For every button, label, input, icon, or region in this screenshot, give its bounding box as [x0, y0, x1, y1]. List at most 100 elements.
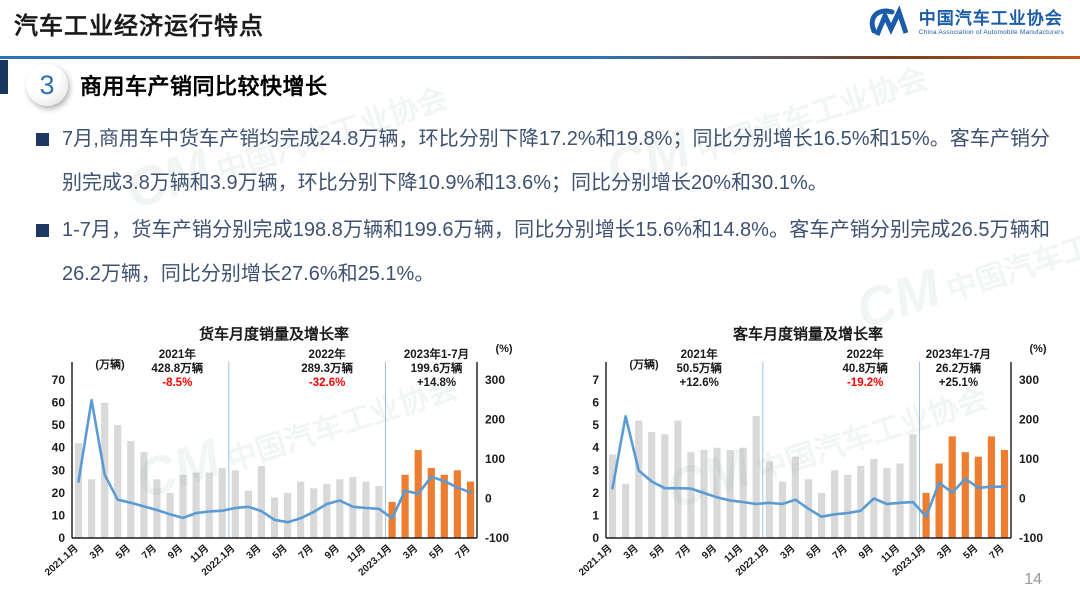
svg-text:199.6万辆: 199.6万辆	[411, 361, 463, 375]
svg-text:货车月度销量及增长率: 货车月度销量及增长率	[199, 325, 349, 343]
svg-text:7月: 7月	[453, 542, 473, 561]
svg-text:40: 40	[52, 441, 66, 455]
svg-text:3: 3	[592, 463, 599, 477]
svg-text:客车月度销量及增长率: 客车月度销量及增长率	[732, 325, 883, 343]
svg-text:20: 20	[52, 486, 66, 500]
truck-chart-canvas: 货车月度销量及增长率 (万辆) (%) 0 10 20 30 40 50 60 70 -100 0 100…	[42, 325, 513, 578]
svg-text:+12.6%: +12.6%	[680, 377, 719, 389]
page-number: 14	[1024, 571, 1042, 588]
svg-text:5月: 5月	[961, 542, 981, 561]
bullet-item: 7月,商用车中货车产销均完成24.8万辆，环比分别下降17.2%和19.8%；同…	[36, 118, 1050, 205]
bullet-square-icon	[36, 224, 49, 238]
svg-text:9月: 9月	[856, 542, 876, 561]
svg-text:11月: 11月	[879, 542, 902, 565]
svg-text:3月: 3月	[401, 542, 421, 561]
svg-text:0: 0	[58, 531, 65, 545]
svg-text:4: 4	[592, 441, 599, 455]
svg-text:-100: -100	[485, 531, 509, 545]
bullet-square-icon	[36, 133, 49, 146]
svg-text:200: 200	[485, 413, 505, 427]
svg-text:5月: 5月	[804, 542, 824, 561]
svg-text:11月: 11月	[722, 542, 745, 565]
bullet-text: 1-7月，货车产销分别完成198.8万辆和199.6万辆，同比分别增长15.6%…	[62, 219, 1050, 285]
svg-text:5月: 5月	[113, 542, 133, 561]
bus-sales-chart: 客车月度销量及增长率 (万辆) (%) 0 1 2 3 4 5 6 7 -100 0 100 200 300 2…	[556, 322, 1061, 604]
svg-text:7月: 7月	[296, 542, 316, 561]
svg-text:(万辆): (万辆)	[629, 357, 659, 371]
bullet-item: 1-7月，货车产销分别完成198.8万辆和199.6万辆，同比分别增长15.6%…	[36, 209, 1050, 296]
svg-text:3月: 3月	[621, 542, 641, 561]
page-title: 汽车工业经济运行特点	[14, 13, 264, 40]
svg-text:11月: 11月	[345, 542, 368, 565]
svg-text:2021.1月: 2021.1月	[42, 542, 80, 578]
svg-text:9月: 9月	[322, 542, 342, 561]
svg-text:30: 30	[52, 463, 66, 477]
svg-text:+25.1%: +25.1%	[939, 377, 978, 389]
svg-text:0: 0	[592, 531, 599, 545]
svg-text:70: 70	[52, 373, 66, 387]
svg-text:100: 100	[1019, 452, 1039, 466]
svg-text:428.8万辆: 428.8万辆	[151, 361, 203, 375]
svg-text:2021年: 2021年	[681, 347, 719, 361]
svg-text:2022年: 2022年	[847, 347, 885, 361]
svg-text:11月: 11月	[188, 542, 211, 565]
svg-text:7月: 7月	[139, 542, 159, 561]
svg-text:5月: 5月	[270, 542, 290, 561]
svg-text:7: 7	[592, 373, 599, 387]
svg-text:0: 0	[1019, 492, 1026, 506]
svg-text:(%): (%)	[495, 343, 512, 355]
section-title: 商用车产销同比较快增长	[80, 74, 328, 99]
svg-text:5月: 5月	[427, 542, 447, 561]
cama-logo: 中国汽车工业协会 China Association of Automobile…	[864, 5, 1064, 41]
svg-text:2023年1-7月: 2023年1-7月	[926, 347, 991, 361]
svg-text:3月: 3月	[87, 542, 107, 561]
svg-text:3月: 3月	[935, 542, 955, 561]
svg-text:7月: 7月	[830, 542, 850, 561]
svg-text:2021.1月: 2021.1月	[576, 542, 614, 578]
svg-text:50.5万辆: 50.5万辆	[677, 361, 723, 375]
svg-text:10: 10	[52, 508, 66, 522]
header-divider	[0, 56, 1080, 59]
svg-text:300: 300	[1019, 373, 1039, 387]
logo-org-name: 中国汽车工业协会	[918, 9, 1063, 29]
svg-text:+14.8%: +14.8%	[417, 377, 456, 389]
section-accent-bar	[0, 60, 8, 94]
svg-text:3月: 3月	[244, 542, 264, 561]
svg-text:9月: 9月	[165, 542, 185, 561]
svg-text:0: 0	[485, 492, 492, 506]
svg-text:(万辆): (万辆)	[95, 357, 125, 371]
svg-text:100: 100	[485, 452, 505, 466]
svg-text:7月: 7月	[673, 542, 693, 561]
svg-text:-100: -100	[1019, 531, 1043, 545]
svg-text:3月: 3月	[778, 542, 798, 561]
truck-sales-chart: 货车月度销量及增长率 (万辆) (%) 0 10 20 30 40 50 60 70 -100 0 100…	[22, 322, 527, 604]
svg-text:300: 300	[485, 373, 505, 387]
section-number-badge: 3	[26, 64, 68, 106]
bullet-text: 7月,商用车中货车产销均完成24.8万辆，环比分别下降17.2%和19.8%；同…	[62, 128, 1050, 194]
svg-text:60: 60	[52, 396, 66, 410]
svg-text:-8.5%: -8.5%	[162, 377, 192, 389]
svg-text:7月: 7月	[987, 542, 1007, 561]
svg-text:200: 200	[1019, 413, 1039, 427]
bullet-list: 7月,商用车中货车产销均完成24.8万辆，环比分别下降17.2%和19.8%；同…	[36, 118, 1050, 300]
logo-org-name-en: China Association of Automobile Manufact…	[918, 28, 1064, 36]
svg-text:5月: 5月	[647, 542, 667, 561]
svg-text:2021年: 2021年	[159, 347, 197, 361]
svg-text:2023年1-7月: 2023年1-7月	[404, 347, 469, 361]
svg-text:6: 6	[592, 396, 599, 410]
svg-text:40.8万辆: 40.8万辆	[843, 361, 889, 375]
svg-text:1: 1	[592, 508, 599, 522]
svg-text:2: 2	[592, 486, 599, 500]
svg-text:26.2万辆: 26.2万辆	[936, 361, 982, 375]
svg-text:50: 50	[52, 418, 66, 432]
svg-text:-19.2%: -19.2%	[847, 377, 883, 389]
cm-logo-icon	[869, 5, 909, 36]
svg-text:(%): (%)	[1029, 343, 1046, 355]
svg-text:-32.6%: -32.6%	[309, 377, 345, 389]
svg-text:5: 5	[592, 418, 599, 432]
svg-text:2022年: 2022年	[309, 347, 347, 361]
bus-chart-canvas: 客车月度销量及增长率 (万辆) (%) 0 1 2 3 4 5 6 7 -100 0 100 200 300 2…	[576, 325, 1047, 578]
svg-text:289.3万辆: 289.3万辆	[301, 361, 353, 375]
svg-text:9月: 9月	[699, 542, 719, 561]
